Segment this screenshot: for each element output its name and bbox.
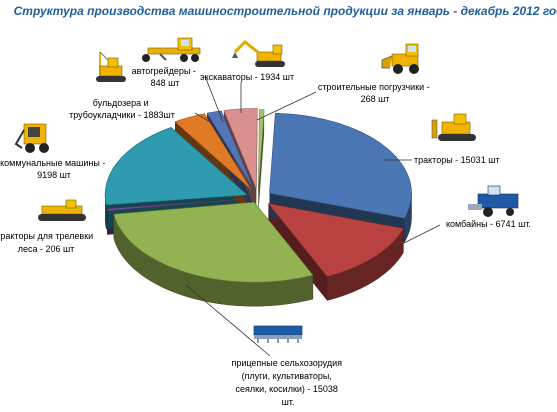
pie-slice-0 [269, 112, 412, 219]
slice-label-bulldozers: бульдозера и трубоукладчики - 1883шт [69, 98, 175, 120]
pie-slice-8 [258, 109, 265, 190]
slice-label-combines: комбайны - 6741 шт. [446, 219, 531, 229]
bulldozer-icon [431, 113, 476, 141]
skid-steer-icon [14, 123, 49, 153]
pie-side-8-cut-1 [258, 109, 265, 214]
pie-slice-2 [113, 201, 314, 283]
grader-icon [142, 37, 201, 62]
leader-line-combines [391, 224, 441, 250]
leader-lines [185, 75, 441, 357]
chart-title: Структура производства машиностроительно… [14, 4, 557, 18]
pie-slice-4 [104, 127, 248, 206]
excavator-icon [232, 39, 285, 67]
pie-slice-3 [106, 198, 249, 212]
slice-label-implements: прицепные сельхозорудия (плуги, культива… [231, 358, 344, 407]
slice-label-municipal: коммунальные машины - 9198 шт [0, 158, 108, 180]
combine-icon [468, 185, 519, 217]
skidder-icon [38, 199, 86, 221]
pie-slice-7 [223, 108, 258, 189]
seeder-icon [253, 325, 303, 343]
slice-labels: тракторы - 15031 шт комбайны - 6741 шт. … [0, 66, 531, 407]
slice-label-graders: автогрейдеры - 848 шт [132, 66, 199, 88]
loader-icon [381, 43, 419, 74]
leader-line-graders [204, 75, 224, 123]
pie-slice-1 [267, 203, 404, 277]
pie-slice-5 [174, 113, 252, 190]
leader-line-loaders [256, 91, 317, 121]
slice-label-skidders: тракторы для трелевки леса - 206 шт [0, 231, 96, 254]
slice-label-tractors: тракторы - 15031 шт [414, 155, 500, 165]
pie-top-layer [104, 108, 412, 283]
leader-line-implements [185, 284, 271, 357]
leader-line-bulldozers [194, 112, 213, 124]
slice-label-excavators: экскаваторы - 1934 шт [200, 72, 294, 82]
pipelayer-icon [96, 51, 126, 82]
slice-label-loaders: строительные погрузчики - 268 шт [318, 82, 432, 104]
